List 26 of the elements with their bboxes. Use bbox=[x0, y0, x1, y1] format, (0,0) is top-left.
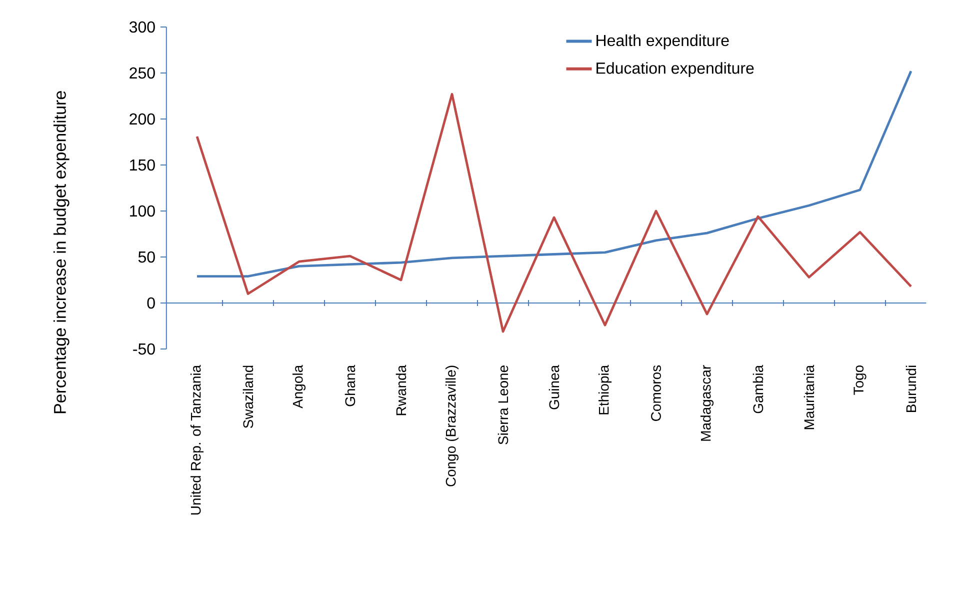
y-tick-label: 50 bbox=[138, 251, 155, 263]
y-tick-label: 0 bbox=[147, 297, 155, 309]
legend-label: Health expenditure bbox=[596, 34, 729, 50]
x-tick-label: Togo bbox=[854, 365, 866, 395]
y-tick-label: 250 bbox=[130, 67, 155, 79]
x-tick-label: Ethiopia bbox=[598, 364, 612, 414]
x-tick-label: Angola bbox=[292, 364, 306, 408]
x-tick-label: Ghana bbox=[344, 364, 356, 406]
y-tick-label: 150 bbox=[130, 159, 155, 171]
y-tick-label: 100 bbox=[130, 205, 155, 217]
legend-label: Education expenditure bbox=[596, 62, 754, 77]
x-tick-label: Burundi bbox=[906, 366, 916, 412]
x-tick-label: Sierra Leone bbox=[498, 366, 508, 444]
x-tick-label: Swaziland bbox=[242, 366, 254, 428]
x-tick-label: Rwanda bbox=[396, 364, 406, 416]
y-tick-label: 300 bbox=[129, 21, 155, 33]
x-tick-label: Mauritania bbox=[804, 364, 814, 430]
x-tick-label: Madagascar bbox=[700, 365, 714, 441]
x-tick-label: Comoros bbox=[651, 365, 661, 421]
y-axis-title: Percentage increase in budget expenditure bbox=[53, 91, 70, 414]
y-tick-label: -50 bbox=[133, 343, 155, 355]
y-tick-label: 200 bbox=[130, 113, 155, 125]
x-tick-label: United Rep. of Tanzania bbox=[190, 364, 204, 515]
x-tick-label: Gambia bbox=[752, 364, 764, 414]
x-tick-label: Congo (Brazzaville) bbox=[445, 366, 459, 486]
x-tick-label: Guinea bbox=[548, 364, 560, 410]
